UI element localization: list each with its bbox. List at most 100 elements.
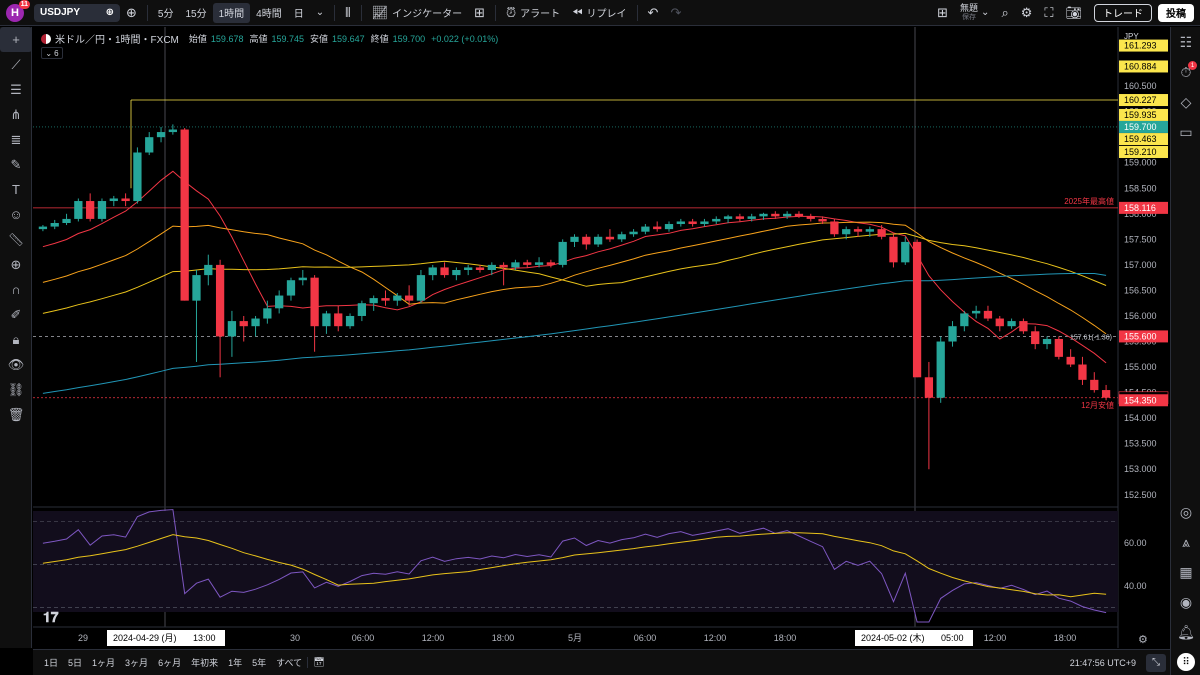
alerts-button[interactable]: ⏱︎ 1 [1171, 57, 1200, 87]
lock-tool[interactable]: 🔒︎ [0, 327, 32, 352]
ruler-tool[interactable]: 📏︎ [0, 227, 32, 252]
apps-button[interactable]: ⠿ [1171, 647, 1200, 675]
candle-body [972, 310, 981, 314]
trend-line-icon: ⟋ [11, 56, 21, 72]
calendar-button[interactable]: ▦ [1171, 557, 1200, 587]
range-5d[interactable]: 5日 [68, 658, 83, 668]
horizontal-lines-tool[interactable]: ☰ [0, 77, 32, 102]
tradingview-logo[interactable]: 𝟏𝟕 [43, 609, 59, 625]
chevron-down-icon: ⌄ [45, 48, 53, 58]
candles-icon: ⫴ [345, 4, 351, 20]
alert-label: アラート [520, 9, 561, 20]
series-legend: 米ドル／円・1時間・FXCM 始値 159.678 高値 159.745 安値 159… [41, 31, 500, 46]
chart-type-button[interactable]: ⫴ [339, 0, 356, 26]
candle-body [794, 213, 804, 217]
candle-body [50, 223, 59, 227]
candle-body [936, 341, 945, 398]
post-button[interactable]: 投稿 [1158, 3, 1194, 22]
timeframe-1d[interactable]: 日 [293, 9, 304, 20]
price-label-box [1119, 39, 1168, 52]
range-3m[interactable]: 3ヶ月 [125, 658, 149, 668]
fib-tool[interactable]: ≣ [0, 127, 32, 152]
goto-date-button[interactable]: 📅︎ [307, 657, 329, 668]
ideas-icon: ⩓ [1182, 533, 1190, 550]
zoom-tool[interactable]: ⊕ [0, 252, 32, 277]
candle-body [641, 226, 650, 232]
redo-button[interactable]: ↷ [664, 0, 687, 26]
fullscreen-icon: ⛶ [1044, 4, 1054, 20]
clock[interactable]: 21:47:56 UTC+9 [1069, 657, 1136, 668]
target-button[interactable]: ◎ [1171, 497, 1200, 527]
streams-button[interactable]: ◉ [1171, 587, 1200, 617]
candle-body [617, 234, 626, 240]
watchlist-button[interactable]: ☷ [1171, 27, 1200, 57]
user-avatar[interactable]: H 11 [6, 0, 30, 22]
hide-tool[interactable]: 👁︎ [0, 352, 32, 377]
magnet-tool[interactable]: ∩ [0, 277, 32, 302]
crosshair-time-left: 13:00 [193, 633, 216, 643]
indicators-button[interactable]: 📈︎ インジケーター [366, 0, 469, 26]
snapshot-button[interactable]: 📷︎ [1059, 0, 1088, 26]
fullscreen-button[interactable]: ⛶ [1038, 0, 1059, 26]
candle-body [605, 236, 615, 240]
candle-body [983, 310, 993, 319]
range-1y[interactable]: 1年 [228, 658, 243, 668]
candle-body [570, 236, 579, 242]
right-sidebar: ☷ ⏱︎1 ◇ ▭ ◎ ⩓ ▦ ◉ 🔔︎ ⠿ ? [1170, 27, 1200, 675]
notifications-button[interactable]: 🔔︎ [1171, 617, 1200, 647]
brush-icon: ✎ [10, 156, 22, 172]
text-tool[interactable]: T [0, 177, 32, 202]
range-1d[interactable]: 1日 [44, 658, 59, 668]
price-label-text: 160.227 [1124, 95, 1157, 105]
layout-name-button[interactable]: 無題 保存 ⌄ [954, 0, 995, 26]
price-label-text: 158.116 [1124, 203, 1156, 213]
timeframe-dropdown[interactable]: ⌄ [310, 0, 330, 26]
line-tool[interactable]: ⟋ [0, 52, 32, 77]
pitchfork-tool[interactable]: ⋔ [0, 102, 32, 127]
emoji-tool[interactable]: ☺ [0, 202, 32, 227]
brush-tool[interactable]: ✎ [0, 152, 32, 177]
chat-button[interactable]: ▭ [1171, 117, 1200, 147]
timeframe-5m[interactable]: 5分 [157, 9, 174, 20]
crosshair-tool[interactable]: + [0, 27, 32, 52]
stay-drawing-tool[interactable]: ✐ [0, 302, 32, 327]
timeframe-1h[interactable]: 1時間 [212, 2, 251, 23]
candle-body [263, 308, 272, 319]
price-tick-label: 159.000 [1124, 158, 1157, 168]
undo-button[interactable]: ↶ [642, 0, 665, 26]
layers-button[interactable]: ◇ [1171, 87, 1200, 117]
range-all[interactable]: すべて [276, 658, 303, 668]
alert-button[interactable]: ⏰︎ アラート [500, 0, 566, 26]
indicator-toggle[interactable]: ⌄ 6 [41, 47, 63, 59]
replay-button[interactable]: ⏪︎ リプレイ [566, 0, 632, 26]
layout-grid-icon: ⊞ [937, 4, 949, 20]
auto-scale-button[interactable]: ⤡ [1146, 653, 1166, 672]
range-5y[interactable]: 5年 [252, 658, 267, 668]
price-tick-label: 154.000 [1124, 413, 1157, 423]
chart-canvas[interactable]: 160.500160.000159.500159.000158.500158.0… [33, 27, 1170, 648]
candle-body [215, 264, 225, 337]
range-6m[interactable]: 6ヶ月 [158, 658, 182, 668]
annotation-high-2025: 2025年最高値 [1064, 196, 1114, 206]
range-ytd[interactable]: 年初来 [191, 658, 219, 668]
link-tool[interactable]: ⛓ [0, 377, 32, 402]
ma-mid-line [42, 221, 1107, 335]
ideas-button[interactable]: ⩓ [1171, 527, 1200, 557]
ma-200-line [42, 273, 1107, 394]
templates-button[interactable]: ⊞ [468, 0, 491, 26]
candle-body [1078, 364, 1087, 380]
add-symbol-button[interactable]: ⊕ [120, 0, 143, 26]
candle-body [393, 295, 402, 301]
chart-area[interactable]: 160.500160.000159.500159.000158.500158.0… [33, 27, 1170, 648]
delete-tool[interactable]: 🗑︎ [0, 402, 32, 427]
symbol-search-button[interactable]: USDJPY ⊕ [34, 3, 120, 22]
range-1m[interactable]: 1ヶ月 [92, 658, 116, 668]
trade-button[interactable]: トレード [1094, 3, 1152, 22]
timeframe-4h[interactable]: 4時間 [256, 9, 282, 20]
candle-body [180, 129, 189, 301]
layout-button[interactable]: ⊞ [931, 0, 954, 26]
timeframe-15m[interactable]: 15分 [185, 9, 207, 20]
candle-body [783, 213, 792, 217]
settings-button[interactable]: ⚙ [1015, 0, 1039, 26]
quick-search-button[interactable]: ⌕ [995, 0, 1014, 26]
